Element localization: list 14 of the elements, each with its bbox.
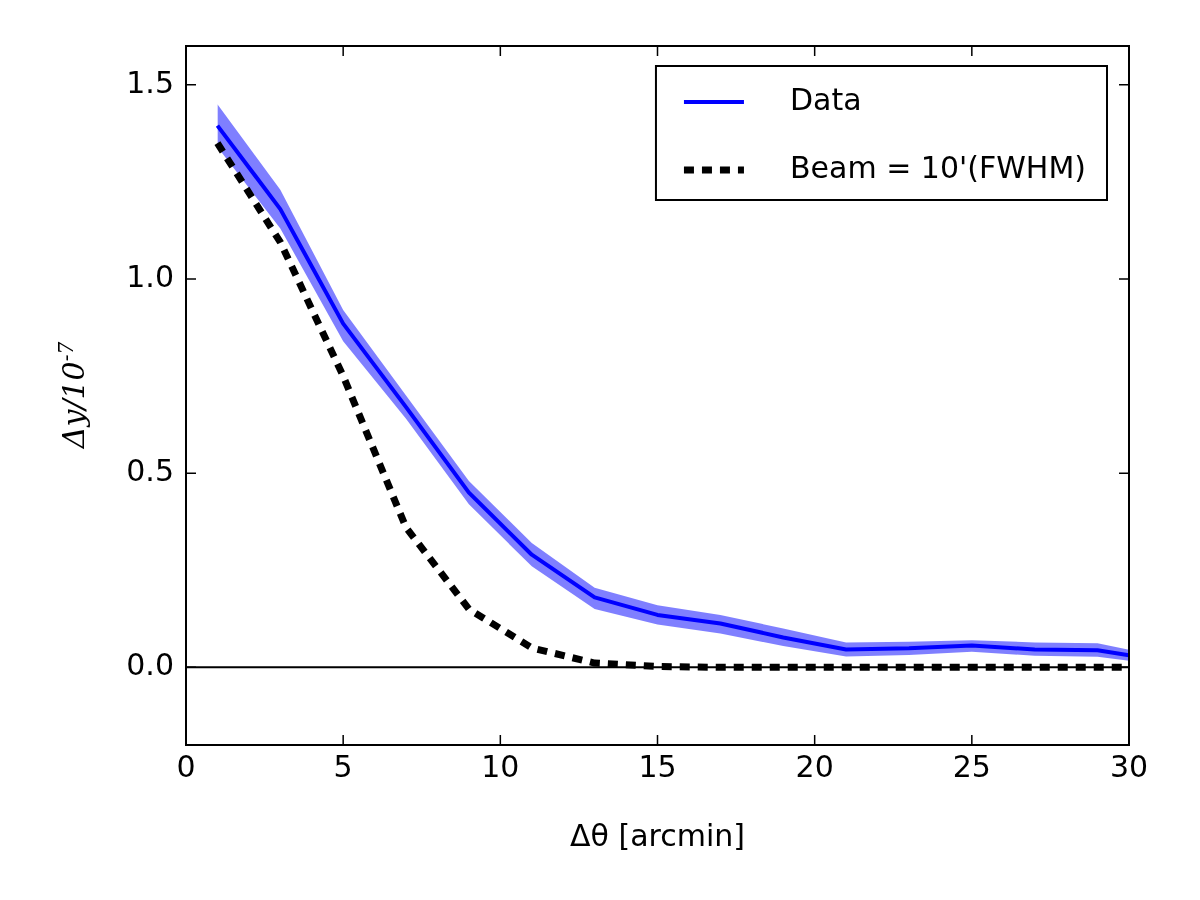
y-tick-label: 0.0 (126, 647, 174, 683)
x-axis-title: Δθ [arcmin] (570, 817, 745, 853)
y-tick-label: 1.0 (126, 258, 174, 294)
y-tick-label: 0.5 (126, 452, 174, 488)
x-tick-label: 0 (176, 748, 196, 784)
x-tick-label: 10 (481, 748, 520, 784)
x-tick-label: 30 (1109, 748, 1149, 784)
x-tick-label: 15 (638, 748, 677, 784)
y-tick-label: 1.5 (126, 64, 174, 100)
legend-label: Data (789, 81, 862, 117)
x-tick-label: 20 (795, 748, 834, 784)
legend-label: Beam = 10'(FWHM) (789, 149, 1086, 185)
x-tick-label: 5 (333, 748, 353, 784)
x-tick-label: 25 (952, 748, 991, 784)
